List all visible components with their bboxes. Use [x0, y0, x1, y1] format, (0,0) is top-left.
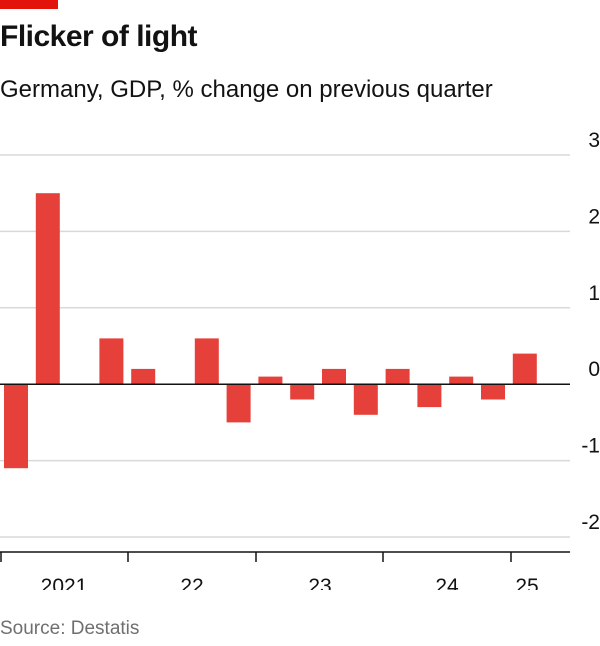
chart-subtitle: Germany, GDP, % change on previous quart…: [0, 76, 493, 103]
bars: [4, 193, 537, 469]
bar-2022Q4: [226, 384, 251, 423]
bar-2021Q1: [4, 384, 28, 469]
x-tick-label: 24: [435, 575, 459, 590]
bar-2025Q1: [512, 353, 537, 385]
y-tick-labels: 3 2 1 0 -1 -2: [581, 129, 600, 534]
bar-2022Q1: [131, 368, 156, 385]
x-tick-label: 22: [180, 575, 203, 590]
bar-2022Q3: [194, 338, 219, 385]
y-tick-label: 2: [588, 205, 600, 228]
x-tick-label: 23: [308, 575, 331, 590]
bar-2023Q1: [258, 376, 283, 385]
source-note: Source: Destatis: [0, 618, 140, 639]
bar-2024Q4: [481, 384, 505, 400]
axes: [0, 383, 570, 562]
bar-2021Q2: [35, 193, 60, 385]
x-tick-label: 25: [515, 575, 538, 590]
y-tick-label: -2: [581, 511, 600, 534]
x-tick-label: 2021: [41, 575, 88, 590]
y-tick-label: -1: [581, 435, 600, 458]
y-tick-label: 1: [588, 282, 600, 305]
bar-2024Q2: [417, 384, 442, 408]
y-tick-label: 0: [588, 358, 600, 381]
gdp-bar-chart: 3 2 1 0 -1 -2 2021 22 23 24 25: [0, 129, 600, 590]
chart-title: Flicker of light: [0, 20, 198, 53]
grid-lines: [0, 154, 570, 538]
x-tick-labels: 2021 22 23 24 25: [41, 575, 539, 590]
bar-2023Q4: [353, 384, 378, 415]
brand-accent-bar: [0, 0, 58, 9]
bar-2021Q4: [99, 338, 124, 385]
bar-2024Q3: [449, 376, 474, 385]
bar-2024Q1: [385, 368, 410, 385]
y-tick-label: 3: [588, 129, 600, 152]
bar-2023Q3: [322, 368, 346, 385]
bar-2023Q2: [290, 384, 315, 400]
